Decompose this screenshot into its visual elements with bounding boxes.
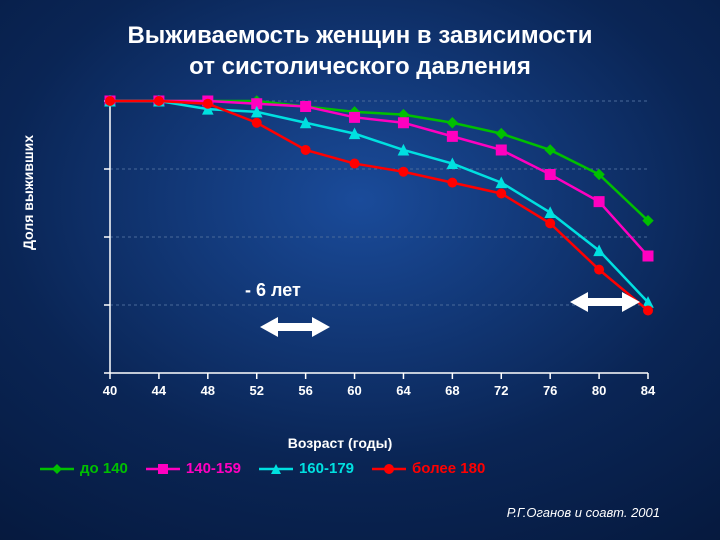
x-axis-label: Возраст (годы): [0, 435, 680, 451]
title-line-2: от систолического давления: [189, 53, 531, 80]
legend-item: 160-179: [259, 460, 354, 477]
annotation-minus-6-years: - 6 лет: [245, 280, 301, 301]
legend-item: более 180: [372, 460, 485, 477]
double-arrow-icon-left: [260, 315, 330, 339]
svg-text:40: 40: [103, 383, 117, 398]
svg-text:72: 72: [494, 383, 508, 398]
svg-text:52: 52: [249, 383, 263, 398]
svg-text:60: 60: [347, 383, 361, 398]
legend-label: более 180: [412, 460, 485, 477]
chart-title: Выживаемость женщин в зависимости от сис…: [0, 20, 720, 82]
legend-item: до 140: [40, 460, 128, 477]
svg-text:56: 56: [298, 383, 312, 398]
survival-chart: 40444852566064687276808400,250,50,751: [100, 95, 660, 405]
slide: Выживаемость женщин в зависимости от сис…: [0, 0, 720, 540]
svg-text:76: 76: [543, 383, 557, 398]
svg-text:84: 84: [641, 383, 656, 398]
y-axis-label: Доля выживших: [20, 135, 36, 250]
title-line-1: Выживаемость женщин в зависимости: [127, 22, 592, 49]
svg-text:64: 64: [396, 383, 411, 398]
svg-text:68: 68: [445, 383, 459, 398]
legend-label: 140-159: [186, 460, 241, 477]
svg-text:44: 44: [152, 383, 167, 398]
double-arrow-icon-right: [570, 290, 640, 314]
svg-text:80: 80: [592, 383, 606, 398]
legend-label: 160-179: [299, 460, 354, 477]
chart-legend: до 140 140-159 160-179 более 180: [40, 460, 485, 477]
legend-label: до 140: [80, 460, 128, 477]
citation: Р.Г.Оганов и соавт. 2001: [507, 505, 660, 520]
legend-item: 140-159: [146, 460, 241, 477]
svg-text:48: 48: [201, 383, 215, 398]
